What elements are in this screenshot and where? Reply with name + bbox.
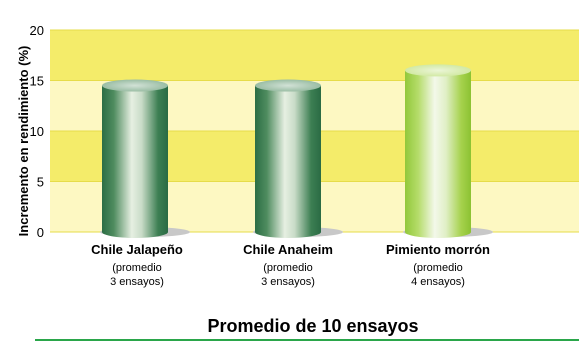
x-category-label: Pimiento morrón — [386, 242, 490, 257]
bars — [102, 64, 471, 238]
bar-top-highlight — [405, 64, 471, 77]
bar-top-highlight — [255, 79, 321, 92]
x-category-note: 4 ensayos) — [411, 276, 465, 288]
bar — [102, 79, 168, 238]
x-category-label: Chile Anaheim — [243, 242, 333, 257]
bar — [255, 79, 321, 238]
bar-body — [102, 85, 168, 232]
x-category-note: 3 ensayos) — [110, 276, 164, 288]
x-category-note: 3 ensayos) — [261, 276, 315, 288]
bar-body — [255, 85, 321, 232]
bar-bottom — [255, 226, 321, 238]
bar — [405, 64, 471, 238]
x-axis-title: Promedio de 10 ensayos — [207, 316, 418, 336]
y-tick-label: 20 — [30, 23, 44, 38]
bar-bottom — [405, 226, 471, 238]
x-category-note: (promedio — [112, 262, 162, 274]
bar-top-highlight — [102, 79, 168, 92]
bar-bottom — [102, 226, 168, 238]
x-axis-labels: Chile Jalapeño (promedio 3 ensayos) Chile A… — [91, 242, 490, 288]
y-tick-label: 0 — [37, 225, 44, 240]
bar-body — [405, 70, 471, 233]
x-category-label: Chile Jalapeño — [91, 242, 183, 257]
y-tick-label: 10 — [30, 124, 44, 139]
y-axis-label: Incremento en rendimiento (%) — [16, 46, 31, 237]
x-category-note: (promedio — [263, 262, 313, 274]
grid-band — [50, 30, 579, 81]
y-tick-label: 5 — [37, 175, 44, 190]
y-axis: 0 5 10 15 20 — [30, 23, 44, 240]
x-category-note: (promedio — [413, 262, 463, 274]
y-tick-label: 15 — [30, 74, 44, 89]
